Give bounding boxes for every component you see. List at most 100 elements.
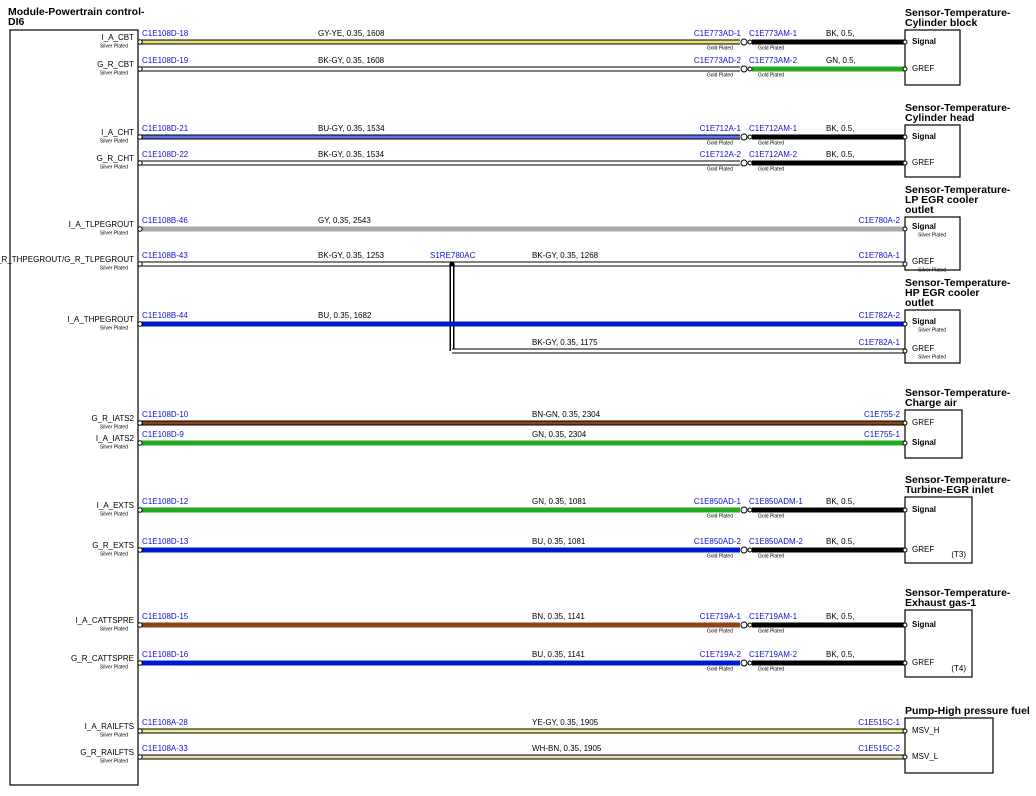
sensor-pin: GREF [912, 64, 934, 73]
connector-label: C1E782A-1 [859, 338, 901, 347]
pin-end [902, 507, 908, 513]
component-box [904, 216, 961, 271]
module-box [9, 29, 139, 786]
component-title: Charge air [905, 397, 957, 409]
connector [747, 66, 753, 72]
plating: Silver Plated [918, 354, 946, 360]
module-pin: G_R_IATS2 [91, 414, 134, 423]
component-title: LP EGR cooler [905, 194, 978, 206]
pin-end [137, 660, 143, 666]
connector-label: C1E719A-1 [700, 612, 742, 621]
plating: Gold Plated [707, 513, 733, 519]
module-pin: I_A_CHT [101, 128, 134, 137]
connector-label: C1E719AM-2 [749, 650, 798, 659]
wire-spec: GN, 0.5, [826, 56, 856, 65]
component-title: Sensor-Temperature- [905, 102, 1011, 114]
plating: Silver Plated [100, 70, 128, 76]
module-pin: I_A_CATTSPRE [75, 616, 134, 625]
plating: Silver Plated [100, 43, 128, 49]
component-title: Sensor-Temperature- [905, 7, 1011, 19]
module-pin: I_A_RAILFTS [85, 722, 134, 731]
pin-end [902, 420, 908, 426]
component-title: Sensor-Temperature- [905, 474, 1011, 486]
module-title: DI6 [8, 16, 25, 28]
sensor-pin: Signal [912, 222, 936, 231]
connector [740, 159, 748, 167]
plating: Silver Plated [100, 138, 128, 144]
pin-end [902, 728, 908, 734]
connector [740, 546, 748, 554]
connector-label: C1E712A-1 [700, 124, 742, 133]
connector-label: C1E850AD-1 [694, 497, 742, 506]
pin-end [137, 754, 143, 760]
wire-spec: BN, 0.35, 1141 [532, 612, 585, 621]
plating: Silver Plated [918, 267, 946, 273]
sensor-pin: Signal [912, 505, 936, 514]
wire-spec: YE-GY, 0.35, 1905 [532, 718, 599, 727]
connector-label: C1E108D-15 [142, 612, 189, 621]
wire-spec: GY-YE, 0.35, 1608 [318, 29, 385, 38]
plating: Gold Plated [707, 72, 733, 78]
plating: Gold Plated [758, 513, 784, 519]
connector-label: C1E108D-16 [142, 650, 189, 659]
connector-label: C1E773AM-2 [749, 56, 798, 65]
component-title: Sensor-Temperature- [905, 184, 1011, 196]
component-title: Exhaust gas-1 [905, 597, 976, 609]
component-box [904, 309, 961, 364]
wire-spec: BK, 0.5, [826, 150, 854, 159]
pin-end [902, 321, 908, 327]
plating: Gold Plated [758, 553, 784, 559]
connector [740, 133, 748, 141]
connector-label: C1E773AM-1 [749, 29, 798, 38]
plating: Silver Plated [100, 551, 128, 557]
plating: Silver Plated [100, 626, 128, 632]
connector [747, 39, 753, 45]
pin-end [137, 420, 143, 426]
sensor-pin: Signal [912, 438, 936, 447]
wire-spec: BK-GY, 0.35, 1175 [532, 338, 598, 347]
plating: Gold Plated [758, 628, 784, 634]
wire-spec: BK, 0.5, [826, 29, 854, 38]
connector-label: C1E755-2 [864, 410, 901, 419]
plating: Gold Plated [707, 666, 733, 672]
wire-spec: BK, 0.5, [826, 650, 854, 659]
connector [747, 507, 753, 513]
connector-label: C1E108D-9 [142, 430, 184, 439]
pin-end [902, 160, 908, 166]
plating: Gold Plated [707, 45, 733, 51]
pin-end [137, 134, 143, 140]
wire-spec: BK, 0.5, [826, 497, 854, 506]
plating: Silver Plated [100, 230, 128, 236]
pin-end [902, 226, 908, 232]
component-box [904, 717, 994, 774]
plating: Silver Plated [100, 511, 128, 517]
pin-end [902, 622, 908, 628]
module-title: Module-Powertrain control- [8, 6, 145, 18]
plating: Gold Plated [758, 140, 784, 146]
component-title: outlet [905, 204, 934, 216]
connector-label: C1E780A-1 [859, 251, 901, 260]
component-title: HP EGR cooler [905, 287, 980, 299]
component-box [904, 29, 961, 86]
plating: Gold Plated [707, 140, 733, 146]
connector [747, 622, 753, 628]
connector-label: C1E719A-2 [700, 650, 742, 659]
plating: Silver Plated [100, 664, 128, 670]
connector-label: C1E850ADM-1 [749, 497, 803, 506]
pin-end [902, 39, 908, 45]
pin-end [902, 547, 908, 553]
wire-spec: BK-GY, 0.35, 1268 [532, 251, 599, 260]
module-pin: G_R_CHT [97, 154, 134, 163]
plating: Silver Plated [100, 758, 128, 764]
wire-spec: BK, 0.5, [826, 124, 854, 133]
plating: Gold Plated [758, 72, 784, 78]
wire-spec: BK-GY, 0.35, 1534 [318, 150, 385, 159]
pin-end [137, 160, 143, 166]
component-title: Sensor-Temperature- [905, 277, 1011, 289]
connector-label: C1E108D-19 [142, 56, 189, 65]
wire-spec: BU, 0.35, 1682 [318, 311, 372, 320]
plating: Silver Plated [100, 732, 128, 738]
connector-label: C1E515C-2 [858, 744, 900, 753]
pin-end [902, 134, 908, 140]
module-pin: I_A_TLPEGROUT [69, 220, 134, 229]
